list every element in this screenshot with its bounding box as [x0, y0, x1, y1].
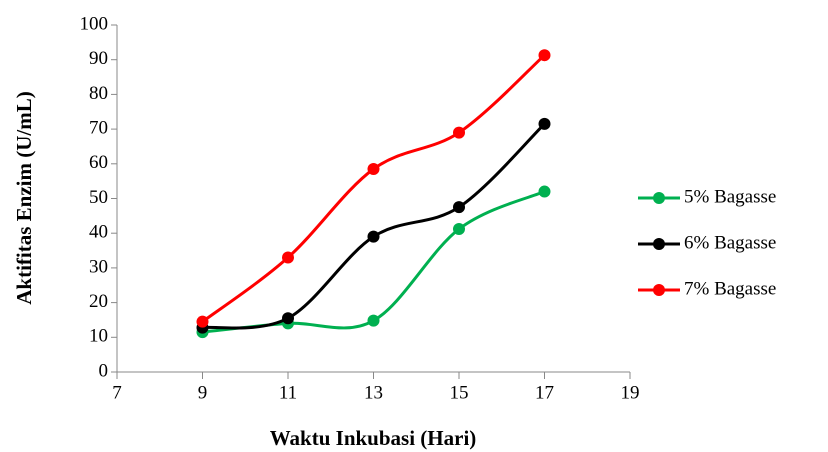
- y-tick-label: 40: [89, 222, 108, 243]
- data-point: [282, 251, 294, 264]
- data-point: [538, 185, 551, 198]
- y-tick-label: 50: [89, 187, 108, 208]
- data-point: [367, 230, 380, 243]
- data-point: [538, 117, 551, 130]
- x-axis-title: Waktu Inkubasi (Hari): [270, 426, 477, 450]
- data-point: [538, 49, 551, 62]
- y-tick-label: 20: [89, 291, 108, 312]
- y-tick-label: 70: [89, 117, 108, 138]
- data-point: [453, 201, 465, 214]
- data-point: [282, 312, 294, 325]
- data-point: [453, 126, 465, 139]
- x-tick-label: 13: [364, 382, 383, 403]
- x-tick-label: 11: [279, 382, 297, 403]
- y-tick-label: 90: [89, 48, 108, 69]
- x-tick-label: 15: [450, 382, 469, 403]
- x-tick-label: 17: [535, 382, 554, 403]
- x-tick-label: 7: [112, 382, 122, 403]
- y-tick-label: 80: [89, 83, 108, 104]
- series-line: [202, 122, 546, 330]
- y-tick-label: 0: [99, 360, 109, 381]
- series-line: [201, 54, 546, 323]
- legend-label: 7% Bagasse: [684, 278, 776, 299]
- legend-marker: [653, 284, 665, 296]
- data-point: [367, 163, 380, 176]
- y-tick-label: 100: [80, 13, 109, 34]
- y-tick-label: 60: [89, 152, 108, 173]
- y-tick-label: 10: [89, 326, 108, 347]
- legend-label: 6% Bagasse: [684, 232, 776, 253]
- x-tick-label: 19: [621, 382, 640, 403]
- y-axis-title: Aktifitas Enzim (U/mL): [12, 91, 36, 305]
- series-line: [202, 190, 546, 334]
- legend-marker: [653, 238, 665, 250]
- y-tick-label: 30: [89, 256, 108, 277]
- data-point: [367, 314, 380, 327]
- x-tick-label: 9: [198, 382, 208, 403]
- legend-marker: [653, 192, 665, 204]
- data-point: [196, 315, 209, 328]
- data-point: [453, 223, 465, 236]
- legend-label: 5% Bagasse: [684, 186, 776, 207]
